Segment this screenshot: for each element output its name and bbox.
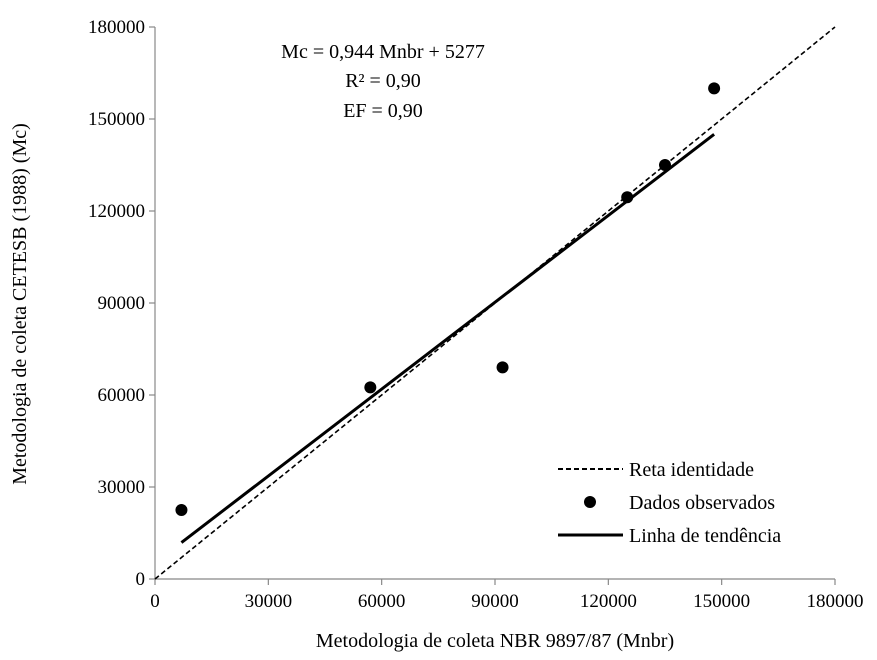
data-point <box>621 191 634 204</box>
plot-area: 0 30000 60000 90000 120000 150000 180000 0 30000… <box>88 17 864 612</box>
x-tick-label: 180000 <box>807 591 864 612</box>
legend-swatch-observed <box>584 496 596 508</box>
y-tick-label: 60000 <box>98 385 146 406</box>
data-point <box>496 361 509 374</box>
x-tick-label: 90000 <box>471 591 519 612</box>
x-tick-label: 150000 <box>693 591 750 612</box>
y-tick-label: 90000 <box>98 293 146 314</box>
legend: Reta identidade Dados observados Linha d… <box>558 459 781 547</box>
data-point <box>364 381 377 394</box>
x-axis-title: Metodologia de coleta NBR 9897/87 (Mnbr) <box>316 630 674 652</box>
legend-label-observed: Dados observados <box>629 492 775 514</box>
x-tick-label: 120000 <box>580 591 637 612</box>
y-axis-title: Metodologia de coleta CETESB (1988) (Mc) <box>9 123 31 485</box>
data-point <box>708 82 721 95</box>
data-point <box>175 504 188 516</box>
legend-label-identity: Reta identidade <box>629 459 754 481</box>
y-tick-label: 150000 <box>88 109 145 130</box>
r-squared-label: R² = 0,90 <box>345 70 421 92</box>
y-tick-label: 30000 <box>98 477 146 498</box>
identity-line <box>154 26 836 580</box>
x-tick-label: 30000 <box>245 591 293 612</box>
y-tick-label: 120000 <box>88 201 145 222</box>
y-tick-label: 0 <box>136 569 146 590</box>
data-point <box>659 159 671 171</box>
regression-equation: Mc = 0,944 Mnbr + 5277 <box>281 41 485 63</box>
legend-label-trend: Linha de tendência <box>629 525 781 547</box>
y-tick-label: 180000 <box>88 17 145 38</box>
x-tick-label: 60000 <box>358 591 406 612</box>
trend-line <box>180 133 716 544</box>
x-tick-label: 0 <box>150 591 160 612</box>
ef-label: EF = 0,90 <box>343 100 423 122</box>
